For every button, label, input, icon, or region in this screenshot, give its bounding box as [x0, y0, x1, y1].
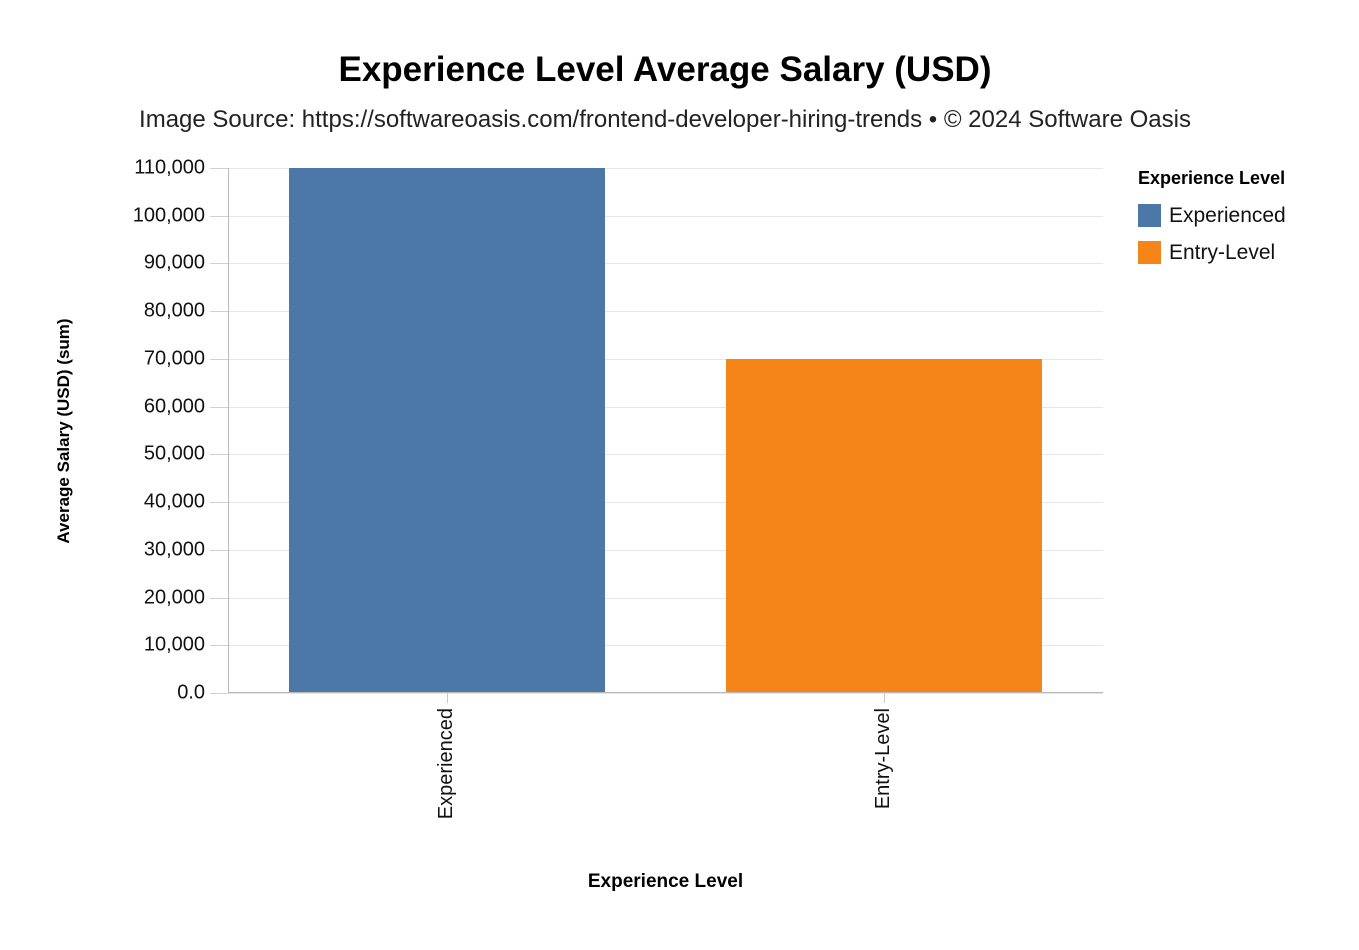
y-tick-label: 0.0: [177, 681, 205, 704]
y-tick-label: 90,000: [143, 251, 205, 274]
gridline: [228, 359, 1103, 360]
y-tick: [210, 502, 228, 503]
x-tick: [447, 693, 448, 703]
y-tick: [210, 168, 228, 169]
gridline: [228, 407, 1103, 408]
y-tick: [210, 311, 228, 312]
legend-item-experienced[interactable]: Experienced: [1138, 197, 1286, 234]
legend: Experience Level Experienced Entry-Level: [1138, 168, 1286, 271]
legend-title: Experience Level: [1138, 168, 1286, 188]
y-tick-label: 110,000: [134, 156, 205, 179]
x-tick-label: Experienced: [435, 708, 457, 820]
gridline: [228, 550, 1103, 551]
legend-swatch-entry-level: [1138, 241, 1161, 264]
gridline: [228, 598, 1103, 599]
y-tick: [210, 359, 228, 360]
y-tick-label: 20,000: [143, 586, 205, 609]
y-tick: [210, 645, 228, 646]
y-tick: [210, 263, 228, 264]
y-tick: [210, 550, 228, 551]
plot-area: 0.0 10,000 20,000 30,000 40,000 50,000 60,000 7…: [133, 157, 1103, 819]
x-tick: [884, 693, 885, 703]
gridline: [228, 263, 1103, 264]
gridline: [228, 216, 1103, 217]
legend-label: Entry-Level: [1169, 240, 1276, 264]
y-tick-label: 30,000: [143, 538, 205, 561]
y-tick-label: 80,000: [143, 299, 205, 322]
x-axis-line: [228, 692, 1103, 693]
bar-experienced[interactable]: [289, 168, 605, 693]
x-axis-title: Experience Level: [587, 871, 744, 892]
gridline: [228, 645, 1103, 646]
chart-subtitle: Image Source: https://softwareoasis.com/…: [139, 106, 1191, 133]
y-axis-title: Average Salary (USD) (sum): [54, 318, 73, 544]
x-tick-label: Entry-Level: [872, 708, 894, 810]
gridline: [228, 454, 1103, 455]
y-axis-line: [228, 168, 229, 693]
y-tick-label: 10,000: [143, 633, 205, 656]
y-tick: [210, 693, 228, 694]
y-tick-label: 50,000: [143, 442, 205, 465]
gridline: [228, 502, 1103, 503]
y-tick: [210, 407, 228, 408]
y-tick: [210, 454, 228, 455]
y-tick-label: 40,000: [143, 490, 205, 513]
gridline: [228, 311, 1103, 312]
gridline: [228, 693, 1103, 694]
y-tick: [210, 216, 228, 217]
legend-swatch-experienced: [1138, 204, 1161, 227]
bar-entry-level[interactable]: [726, 359, 1042, 693]
y-tick-label: 70,000: [143, 347, 205, 370]
legend-item-entry-level[interactable]: Entry-Level: [1138, 234, 1286, 271]
legend-label: Experienced: [1169, 203, 1286, 227]
chart-title: Experience Level Average Salary (USD): [338, 50, 992, 89]
gridline: [228, 168, 1103, 169]
y-tick: [210, 598, 228, 599]
y-tick-label: 100,000: [132, 204, 205, 227]
y-tick-label: 60,000: [143, 395, 205, 418]
